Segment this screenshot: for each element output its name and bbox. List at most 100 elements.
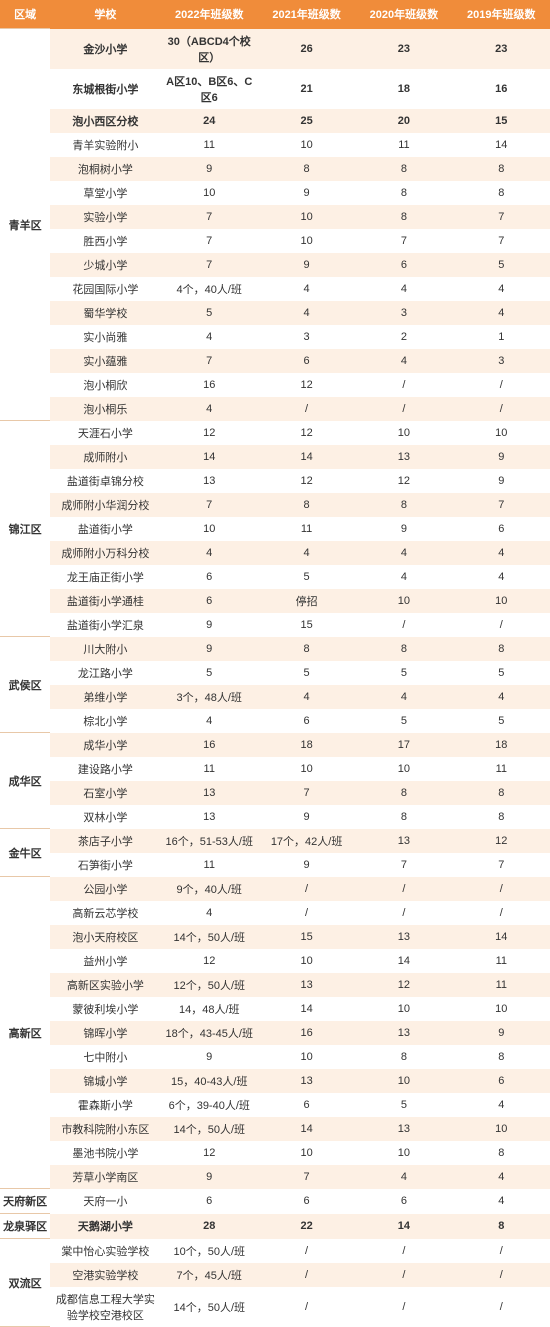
value-cell: 10 (258, 949, 355, 973)
value-cell: 13 (161, 805, 258, 829)
table-row: 成师附小1414139 (0, 445, 550, 469)
value-cell: / (355, 1263, 452, 1287)
value-cell: 8 (355, 805, 452, 829)
value-cell: 11 (453, 949, 550, 973)
school-cell: 龙江路小学 (50, 661, 160, 685)
value-cell: 7 (453, 493, 550, 517)
value-cell: / (453, 1239, 550, 1263)
school-cell: 实小尚雅 (50, 325, 160, 349)
value-cell: 8 (355, 205, 452, 229)
school-cell: 成师附小华润分校 (50, 493, 160, 517)
value-cell: 5 (161, 301, 258, 325)
value-cell: 12 (258, 421, 355, 445)
value-cell: 4 (161, 541, 258, 565)
value-cell: 18 (453, 733, 550, 757)
value-cell: 7 (161, 253, 258, 277)
value-cell: 4 (355, 685, 452, 709)
value-cell: 9 (258, 181, 355, 205)
value-cell: 8 (355, 157, 452, 181)
table-row: 盐道街卓锦分校1312129 (0, 469, 550, 493)
value-cell: 12 (161, 949, 258, 973)
value-cell: 4 (453, 541, 550, 565)
value-cell: 10 (161, 517, 258, 541)
value-cell: / (453, 1263, 550, 1287)
table-row: 实小蕴雅7643 (0, 349, 550, 373)
value-cell: 8 (258, 157, 355, 181)
value-cell: 9 (453, 445, 550, 469)
school-cell: 茶店子小学 (50, 829, 160, 853)
school-cell: 花园国际小学 (50, 277, 160, 301)
value-cell: 12 (453, 829, 550, 853)
school-cell: 泡小桐欣 (50, 373, 160, 397)
value-cell: 16 (161, 373, 258, 397)
value-cell: 8 (355, 493, 452, 517)
value-cell: 12 (258, 469, 355, 493)
value-cell: 13 (355, 1021, 452, 1045)
table-row: 七中附小91088 (0, 1045, 550, 1069)
value-cell: 1 (453, 325, 550, 349)
value-cell: / (453, 1287, 550, 1327)
value-cell: / (453, 373, 550, 397)
table-row: 泡小桐欣1612// (0, 373, 550, 397)
value-cell: 8 (258, 637, 355, 661)
value-cell: 7个，45人/班 (161, 1263, 258, 1287)
table-row: 泡桐树小学9888 (0, 157, 550, 181)
value-cell: 4 (258, 277, 355, 301)
value-cell: 4个，40人/班 (161, 277, 258, 301)
school-cell: 胜西小学 (50, 229, 160, 253)
school-cell: 实小蕴雅 (50, 349, 160, 373)
value-cell: 3 (453, 349, 550, 373)
value-cell: 停招 (258, 589, 355, 613)
value-cell: 14，48人/班 (161, 997, 258, 1021)
header-4: 2020年班级数 (355, 0, 452, 29)
value-cell: 4 (258, 685, 355, 709)
value-cell: 28 (161, 1214, 258, 1239)
value-cell: 6 (355, 1189, 452, 1214)
value-cell: 30（ABCD4个校区） (161, 29, 258, 69)
value-cell: 4 (355, 1165, 452, 1189)
value-cell: 7 (453, 229, 550, 253)
value-cell: / (258, 397, 355, 421)
value-cell: 10 (258, 133, 355, 157)
value-cell: 5 (355, 709, 452, 733)
value-cell: 12个，50人/班 (161, 973, 258, 997)
value-cell: / (355, 1287, 452, 1327)
value-cell: 16 (453, 69, 550, 109)
value-cell: 11 (161, 853, 258, 877)
value-cell: 7 (453, 853, 550, 877)
value-cell: 21 (258, 69, 355, 109)
table-row: 泡小西区分校24252015 (0, 109, 550, 133)
school-cell: 泡桐树小学 (50, 157, 160, 181)
table-row: 锦江区天涯石小学12121010 (0, 421, 550, 445)
region-cell: 双流区 (0, 1239, 50, 1327)
value-cell: 6 (258, 349, 355, 373)
region-cell: 青羊区 (0, 29, 50, 421)
school-cell: 天涯石小学 (50, 421, 160, 445)
value-cell: 4 (453, 565, 550, 589)
value-cell: 23 (355, 29, 452, 69)
value-cell: 14 (453, 925, 550, 949)
region-cell: 高新区 (0, 877, 50, 1189)
table-row: 盐道街小学101196 (0, 517, 550, 541)
value-cell: 4 (453, 685, 550, 709)
table-row: 龙王庙正街小学6544 (0, 565, 550, 589)
value-cell: 10 (355, 997, 452, 1021)
value-cell: / (355, 901, 452, 925)
value-cell: 5 (453, 253, 550, 277)
table-row: 弟维小学3个，48人/班444 (0, 685, 550, 709)
school-cell: 空港实验学校 (50, 1263, 160, 1287)
value-cell: 7 (161, 493, 258, 517)
school-cell: 天府一小 (50, 1189, 160, 1214)
table-row: 蒙彼利埃小学14，48人/班141010 (0, 997, 550, 1021)
school-cell: 石笋街小学 (50, 853, 160, 877)
value-cell: 4 (355, 349, 452, 373)
value-cell: 15 (258, 925, 355, 949)
value-cell: 9 (258, 805, 355, 829)
header-3: 2021年班级数 (258, 0, 355, 29)
table-row: 东城根街小学A区10、B区6、C区6211816 (0, 69, 550, 109)
value-cell: 4 (453, 1165, 550, 1189)
table-row: 青羊实验附小11101114 (0, 133, 550, 157)
school-cell: 市教科院附小东区 (50, 1117, 160, 1141)
table-row: 芳草小学南区9744 (0, 1165, 550, 1189)
value-cell: / (355, 373, 452, 397)
